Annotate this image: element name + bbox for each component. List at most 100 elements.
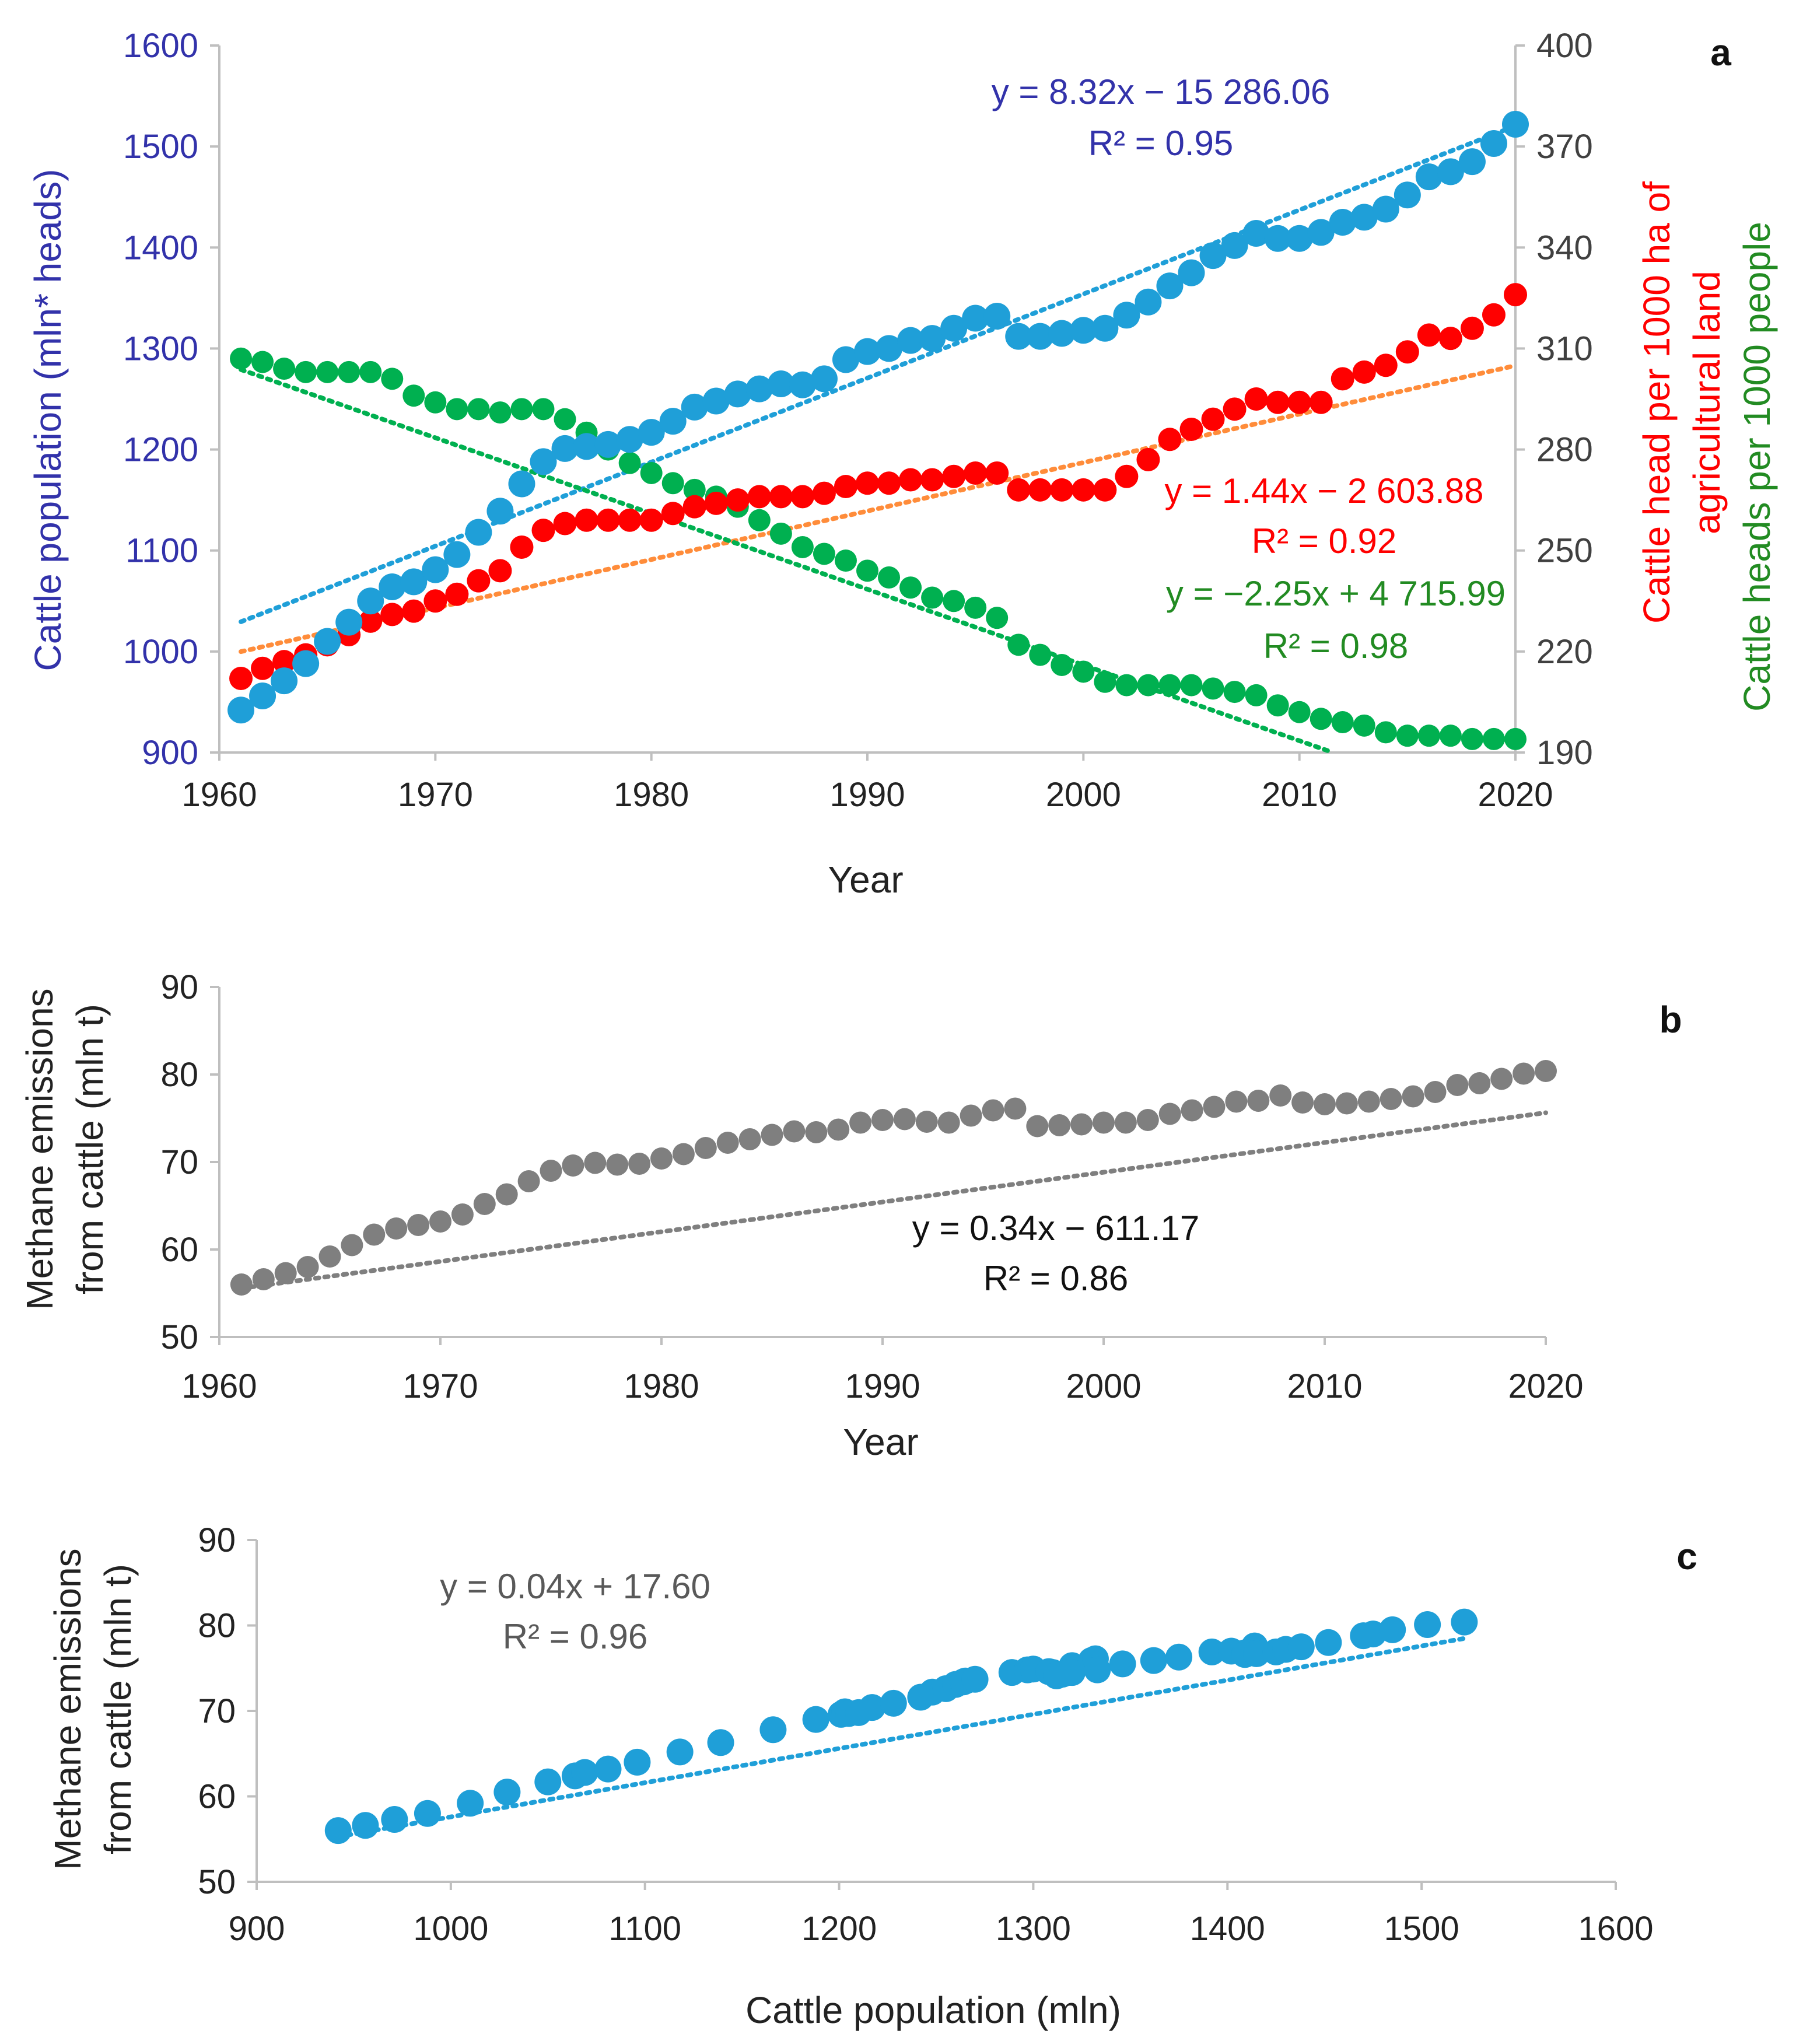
gray-point: [761, 1124, 783, 1146]
green-point: [1396, 724, 1419, 747]
blue-point-c: [1414, 1611, 1441, 1639]
green-point: [1353, 714, 1375, 737]
blue-point: [1091, 314, 1119, 342]
red-point: [618, 508, 642, 532]
blue-point-c: [880, 1689, 907, 1717]
blue-point-c: [1198, 1638, 1226, 1665]
panel-a: 1960 1970 1980 1990 2000 2010 2020 900 1000 1100 1…: [27, 27, 1778, 901]
green-point: [986, 607, 1009, 629]
green-point: [834, 550, 857, 572]
gray-point: [650, 1147, 673, 1170]
blue-point-c: [759, 1716, 787, 1744]
red-point: [1504, 283, 1527, 307]
blue-point: [443, 541, 471, 568]
panel-a-ylabel-right-green: Cattle heads per 1000 people: [1736, 222, 1778, 712]
red-point: [682, 495, 706, 519]
panel-a-x-tick-label: 1980: [614, 776, 689, 814]
panel-c-y-tick-label: 60: [198, 1778, 236, 1816]
panel-a-y-left-tick-label: 1200: [123, 431, 198, 469]
gray-point: [517, 1170, 540, 1192]
gray-point: [562, 1154, 584, 1177]
gray-point: [451, 1203, 474, 1226]
panel-a-red-equation: y = 1.44x − 2 603.88: [1164, 471, 1483, 510]
red-point: [1287, 390, 1311, 414]
green-point: [251, 351, 274, 373]
red-point: [1460, 316, 1484, 340]
gray-point: [1424, 1081, 1447, 1103]
panel-a-blue-equation: y = 8.32x − 15 286.06: [992, 72, 1330, 111]
panel-b-tick-labels: 1960 1970 1980 1990 2000 2010 2020 50 60 70 80 90: [160, 968, 1583, 1405]
panel-a-x-tick-label: 1990: [829, 776, 905, 814]
blue-point: [702, 387, 730, 415]
green-point: [381, 368, 404, 390]
blue-trendline: [239, 123, 1518, 624]
gray-point: [230, 1273, 253, 1296]
red-point: [1050, 478, 1074, 502]
red-point: [1352, 360, 1376, 384]
green-point: [1029, 643, 1052, 666]
blue-point-c: [381, 1806, 408, 1833]
gray-point: [1048, 1114, 1071, 1136]
blue-point: [1178, 259, 1205, 286]
gray-point: [1158, 1102, 1181, 1125]
panel-a-y-right-tick-label: 220: [1536, 633, 1593, 671]
panel-a-x-tick-label: 2000: [1046, 776, 1121, 814]
green-point: [1288, 701, 1311, 723]
green-point: [856, 559, 878, 582]
gray-point: [1402, 1085, 1424, 1108]
blue-point: [854, 338, 881, 365]
gray-point: [1468, 1072, 1491, 1094]
panel-b-label: b: [1659, 999, 1682, 1041]
blue-point-c: [1379, 1616, 1406, 1643]
green-point: [1137, 674, 1160, 696]
blue-point: [1372, 195, 1399, 223]
red-point: [1266, 390, 1290, 414]
blue-point: [1264, 225, 1291, 252]
red-point: [704, 491, 728, 515]
gray-point: [341, 1234, 363, 1256]
blue-point: [789, 371, 816, 398]
blue-point: [508, 470, 535, 498]
gray-point: [1446, 1074, 1469, 1096]
red-point: [661, 502, 685, 526]
gray-point: [628, 1153, 651, 1175]
panel-a-y-left-tick-label: 1500: [123, 128, 198, 166]
green-point: [467, 398, 490, 421]
gray-point: [1357, 1090, 1380, 1113]
blue-point: [551, 435, 579, 462]
red-point: [964, 461, 988, 485]
blue-point-c: [961, 1665, 989, 1693]
red-point: [596, 508, 620, 532]
gray-point: [937, 1111, 960, 1134]
panel-c-y-tick-label: 90: [198, 1521, 236, 1559]
red-point: [1374, 354, 1398, 377]
green-point: [769, 522, 792, 545]
panel-c-points: [324, 1608, 1478, 1845]
panel-c-y-tick-label: 50: [198, 1863, 236, 1901]
red-point: [1331, 367, 1354, 391]
green-point: [943, 590, 965, 612]
green-point: [640, 461, 663, 484]
gray-point: [1490, 1068, 1513, 1090]
red-point: [359, 609, 383, 633]
blue-point: [1113, 302, 1140, 329]
panel-c-ylabel-1: Methane emissions: [47, 1548, 89, 1870]
gray-point: [1247, 1090, 1270, 1112]
blue-point-c: [534, 1768, 562, 1796]
blue-point: [1307, 219, 1335, 246]
blue-point: [335, 608, 363, 636]
panel-a-y-right-tick-label: 340: [1536, 229, 1593, 267]
green-point: [273, 358, 296, 380]
panel-c-y-tick-label: 70: [198, 1692, 236, 1730]
panel-c-label: c: [1676, 1535, 1697, 1577]
gray-point: [716, 1132, 739, 1154]
blue-point: [1027, 323, 1054, 350]
gray-point: [871, 1109, 894, 1131]
panel-a-axes: [210, 44, 1525, 761]
red-point: [920, 468, 944, 492]
blue-point: [465, 519, 492, 546]
blue-point-c: [1315, 1629, 1342, 1656]
panel-c-x-tick-label: 1100: [608, 1910, 681, 1948]
blue-point: [594, 430, 622, 458]
green-point: [1072, 660, 1095, 683]
